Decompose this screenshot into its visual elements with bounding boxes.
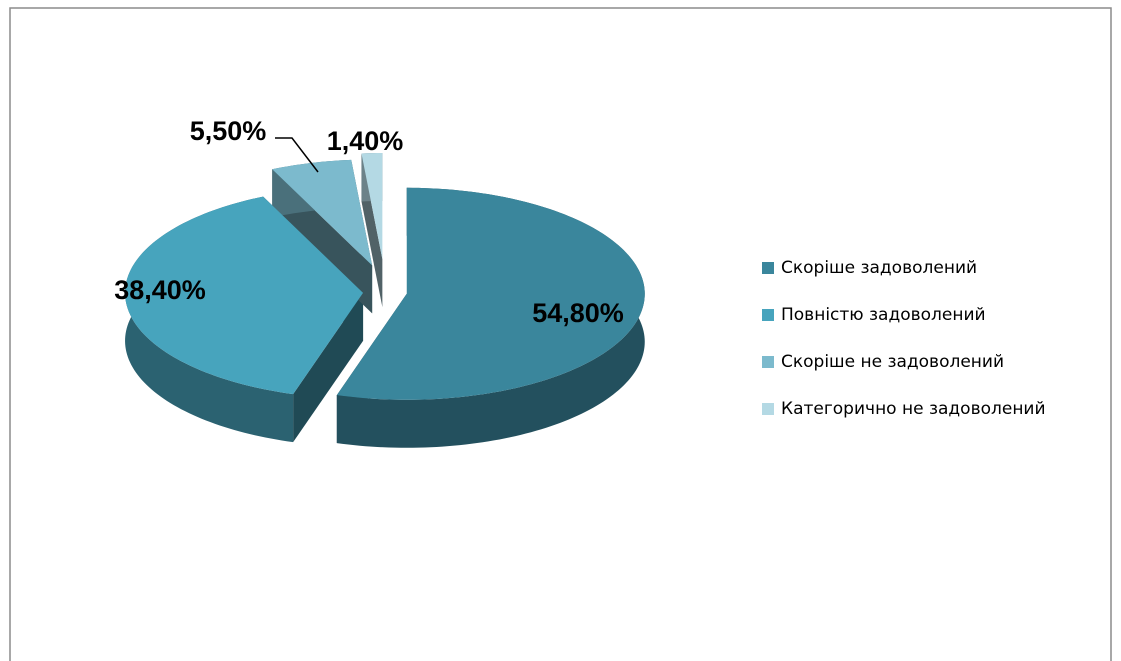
legend-swatch (762, 262, 774, 274)
pie-slice (125, 196, 364, 395)
data-label: 5,50% (190, 116, 267, 146)
legend-label: Скоріше задоволений (781, 258, 977, 278)
legend-label: Категорично не задоволений (781, 399, 1046, 419)
data-label: 54,80% (532, 298, 624, 328)
pie-slice (272, 159, 373, 266)
slice-side (293, 292, 364, 443)
pie-slice (336, 187, 645, 400)
legend-swatch (762, 403, 774, 415)
legend-label: Скоріше не задоволений (781, 352, 1004, 372)
data-label: 1,40% (327, 126, 404, 156)
chart-frame (9, 7, 1112, 661)
pie-slice (361, 153, 383, 260)
leader-line (275, 137, 319, 173)
data-label: 38,40% (114, 275, 206, 305)
legend-swatch (762, 356, 774, 368)
legend-label: Повністю задоволений (781, 305, 986, 325)
legend-swatch (762, 309, 774, 321)
